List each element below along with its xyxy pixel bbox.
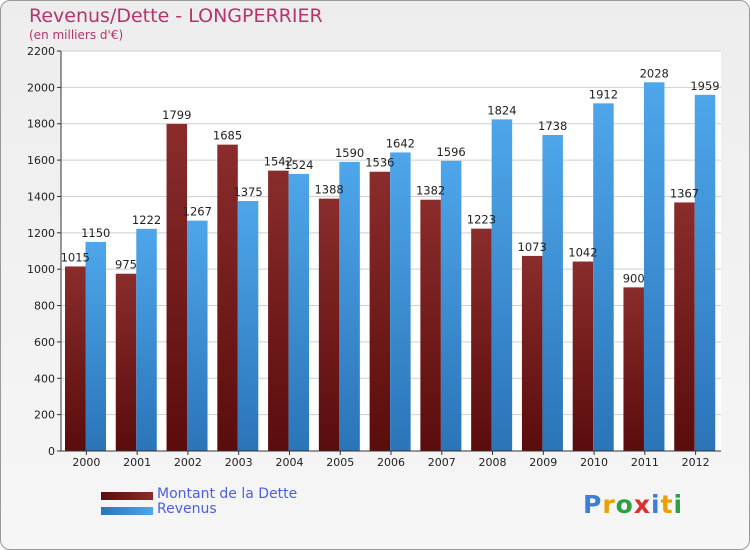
bar-revenus: [136, 228, 157, 451]
proxiti-logo: Proxiti: [583, 490, 683, 519]
bar-revenus: [643, 82, 665, 451]
bar-revenus: [85, 241, 106, 451]
bar-dette: [369, 171, 391, 451]
bar-revenus: [593, 103, 614, 451]
logo-letter: o: [615, 490, 634, 519]
data-label-dette: 1042: [568, 246, 597, 260]
data-label-dette: 1536: [365, 156, 394, 170]
bar-dette: [420, 199, 441, 451]
bar-revenus: [542, 135, 563, 451]
bar-revenus: [390, 152, 411, 452]
logo-letter: x: [633, 490, 651, 519]
bar-dette: [217, 144, 238, 452]
legend-swatch-dette: [101, 492, 153, 500]
logo-letter: i: [673, 490, 684, 519]
bar-dette: [471, 228, 492, 451]
x-tick-label: 2002: [174, 456, 202, 469]
logo-letter: P: [583, 490, 603, 519]
data-label-dette: 1367: [670, 186, 699, 200]
x-tick-label: 2012: [682, 456, 710, 469]
bar-dette: [674, 202, 695, 451]
y-tick-label: 2200: [27, 45, 55, 58]
data-label-dette: 1382: [416, 184, 445, 198]
data-label-revenus: 1222: [132, 213, 161, 227]
x-tick-label: 2011: [631, 456, 659, 469]
legend-swatch-revenus: [101, 507, 153, 515]
data-label-revenus: 1912: [589, 87, 618, 101]
data-label-revenus: 1824: [487, 103, 516, 117]
bar-dette: [623, 287, 644, 451]
bar-revenus: [288, 173, 310, 451]
data-label-dette: 1542: [264, 155, 293, 169]
data-label-dette: 1799: [162, 108, 191, 122]
y-tick-label: 200: [34, 409, 55, 422]
data-label-dette: 1073: [518, 240, 547, 254]
logo-letter: t: [660, 490, 674, 519]
x-tick-label: 2003: [225, 456, 253, 469]
bar-revenus: [187, 220, 208, 451]
data-label-revenus: 1150: [81, 226, 110, 240]
chart-title: Revenus/Dette - LONGPERRIER: [29, 5, 323, 27]
logo-letter: r: [602, 490, 616, 519]
data-label-revenus: 1596: [436, 145, 465, 159]
y-tick-label: 800: [34, 300, 55, 313]
x-tick-label: 2007: [428, 456, 456, 469]
x-tick-label: 2005: [326, 456, 354, 469]
data-label-dette: 900: [623, 271, 645, 285]
y-tick-label: 400: [34, 372, 55, 385]
data-label-dette: 1015: [61, 250, 90, 264]
x-tick-label: 2000: [72, 456, 100, 469]
y-tick-label: 1400: [27, 190, 55, 203]
data-label-revenus: 1642: [386, 136, 415, 150]
data-label-dette: 1685: [213, 129, 242, 143]
x-tick-label: 2010: [580, 456, 608, 469]
x-tick-label: 2009: [529, 456, 557, 469]
bar-dette: [65, 266, 86, 451]
data-label-dette: 975: [115, 258, 137, 272]
y-tick-label: 1200: [27, 227, 55, 240]
legend-label-dette: Montant de la Dette: [157, 486, 298, 502]
data-label-revenus: 2028: [640, 66, 669, 80]
data-label-revenus: 1524: [284, 158, 313, 172]
data-label-revenus: 1959: [690, 79, 719, 93]
y-tick-label: 0: [48, 445, 55, 458]
data-label-revenus: 1267: [183, 205, 212, 219]
bar-dette: [318, 198, 340, 451]
bar-revenus: [237, 201, 259, 451]
bar-revenus: [491, 119, 513, 451]
y-tick-label: 1800: [27, 118, 55, 131]
bar-revenus: [339, 161, 360, 451]
data-label-dette: 1388: [314, 183, 343, 197]
x-tick-label: 2004: [275, 456, 303, 469]
x-tick-label: 2006: [377, 456, 405, 469]
bar-dette: [572, 261, 594, 451]
bar-dette: [115, 273, 137, 451]
chart-subtitle: (en milliers d'€): [29, 28, 124, 42]
data-label-dette: 1223: [467, 213, 496, 227]
bar-revenus: [440, 160, 462, 451]
data-label-revenus: 1590: [335, 146, 364, 160]
legend-label-revenus: Revenus: [157, 501, 217, 517]
y-tick-label: 1600: [27, 154, 55, 167]
logo-letter: i: [651, 490, 661, 519]
bar-dette: [166, 123, 188, 451]
data-label-revenus: 1375: [233, 185, 262, 199]
y-tick-label: 600: [34, 336, 55, 349]
x-tick-label: 2001: [123, 456, 151, 469]
x-tick-label: 2008: [479, 456, 507, 469]
bar-dette: [268, 170, 289, 452]
y-tick-label: 2000: [27, 81, 55, 94]
data-label-revenus: 1738: [538, 119, 567, 133]
bar-revenus: [694, 94, 716, 452]
bar-dette: [521, 255, 543, 451]
y-tick-label: 1000: [27, 263, 55, 276]
